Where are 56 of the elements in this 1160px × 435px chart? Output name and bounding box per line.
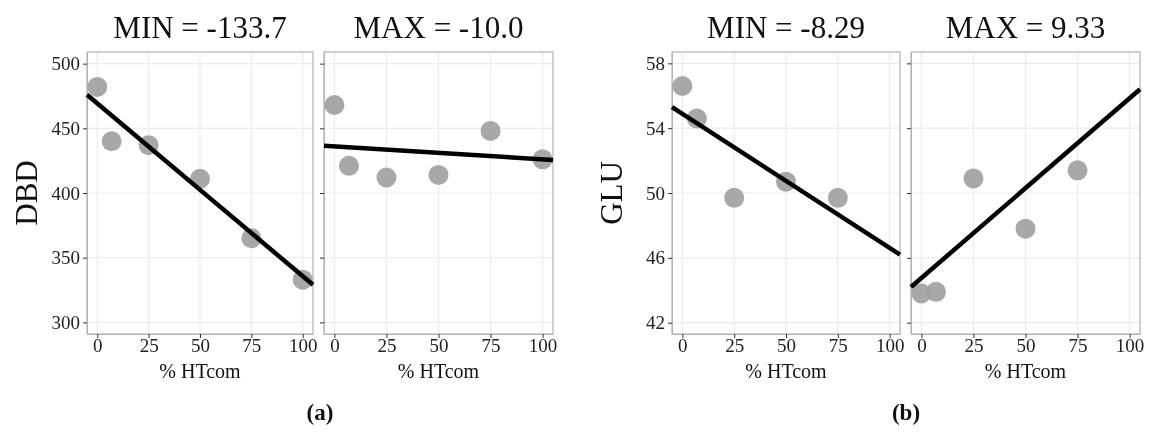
point: [925, 281, 946, 302]
y-tick-label: 54: [646, 117, 666, 139]
x-axis-title: % HTcom: [159, 360, 242, 382]
point: [428, 164, 449, 185]
point: [338, 155, 359, 176]
chart-title: MAX = -10.0: [353, 10, 524, 45]
y-tick-label: 50: [646, 182, 665, 204]
x-tick-label: 75: [481, 335, 501, 357]
x-tick-label: 0: [678, 335, 688, 357]
chart-title: MAX = 9.33: [945, 10, 1106, 45]
point: [827, 187, 848, 208]
x-axis-title: % HTcom: [984, 360, 1067, 382]
point: [480, 120, 501, 141]
x-tick-label: 75: [242, 335, 262, 357]
x-axis-title: % HTcom: [397, 360, 480, 382]
x-tick-label: 75: [1068, 335, 1088, 357]
x-tick-label: 50: [777, 335, 796, 357]
point: [324, 95, 345, 116]
x-tick-label: 0: [917, 335, 927, 357]
y-tick-label: 58: [646, 52, 665, 74]
point: [724, 187, 745, 208]
text: (b): [891, 400, 921, 425]
x-tick-label: 0: [93, 335, 103, 357]
point: [963, 168, 984, 189]
x-tick-label: 0: [330, 335, 340, 357]
point: [1067, 160, 1088, 181]
point: [1015, 218, 1036, 239]
point: [376, 167, 397, 188]
x-tick-label: 50: [1016, 335, 1036, 357]
point: [101, 131, 122, 152]
chart-title: MIN = -8.29: [707, 10, 865, 45]
y-tick-label: 500: [51, 53, 80, 75]
point: [87, 76, 108, 97]
y-axis-title: DBD: [9, 160, 44, 226]
y-tick-label: 350: [51, 247, 80, 269]
x-tick-label: 100: [528, 335, 558, 357]
x-tick-label: 25: [725, 335, 745, 357]
y-tick-label: 400: [51, 182, 80, 204]
text: (a): [306, 400, 334, 425]
x-tick-label: 75: [828, 335, 848, 357]
y-tick-label: 450: [51, 117, 80, 139]
y-tick-label: 300: [51, 311, 80, 333]
x-tick-label: 50: [191, 335, 210, 357]
x-tick-label: 100: [875, 335, 905, 357]
x-tick-label: 25: [139, 335, 159, 357]
x-axis-title: % HTcom: [745, 360, 828, 382]
x-tick-label: 25: [377, 335, 397, 357]
y-tick-label: 46: [646, 247, 665, 269]
x-tick-label: 100: [288, 335, 318, 357]
chart-title: MIN = -133.7: [113, 10, 287, 45]
x-tick-label: 25: [964, 335, 984, 357]
y-axis-title: GLU: [594, 161, 629, 225]
x-tick-label: 100: [1115, 335, 1145, 357]
point: [672, 76, 693, 97]
x-tick-label: 50: [429, 335, 449, 357]
y-tick-label: 42: [646, 312, 665, 334]
